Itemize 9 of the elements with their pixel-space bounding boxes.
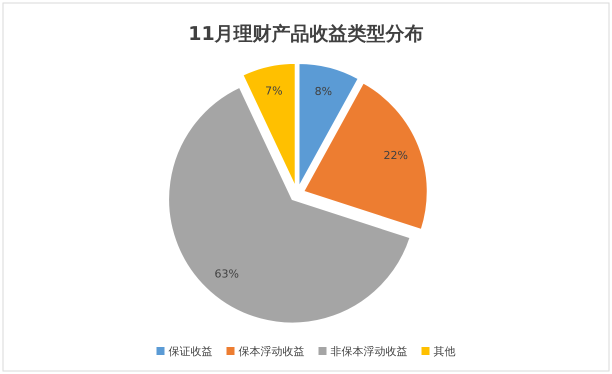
legend-label: 保证收益 xyxy=(168,345,212,358)
data-label: 63% xyxy=(214,268,239,281)
legend-label: 非保本浮动收益 xyxy=(330,345,408,358)
data-label: 8% xyxy=(314,85,332,98)
chart-title: 11月理财产品收益类型分布 xyxy=(188,23,424,45)
legend-label: 其他 xyxy=(434,345,456,358)
legend-label: 保本浮动收益 xyxy=(238,345,304,358)
data-label: 7% xyxy=(265,84,283,98)
data-label: 22% xyxy=(384,148,408,162)
